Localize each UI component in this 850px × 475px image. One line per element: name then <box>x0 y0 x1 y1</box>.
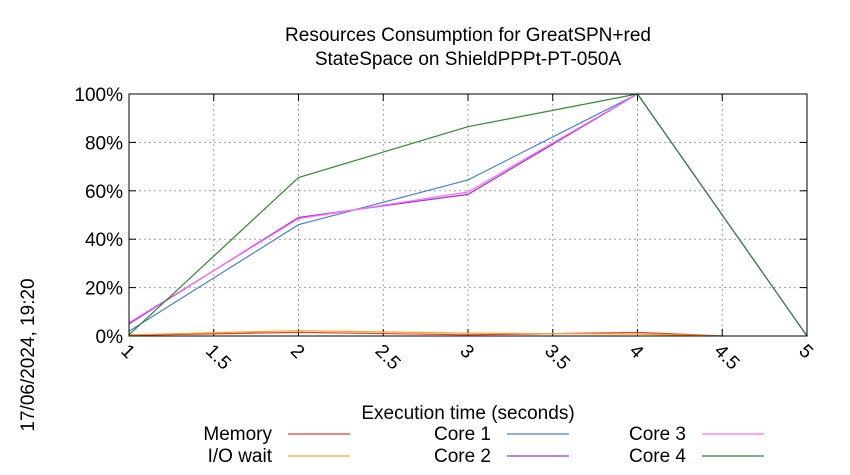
y-tick-label: 20% <box>85 279 123 300</box>
series-line-i-o-wait <box>128 330 723 337</box>
plot-frame <box>128 93 808 337</box>
timestamp-label: 17/06/2024, 19:20 <box>18 278 39 431</box>
x-tick-label: 2.5 <box>371 341 405 375</box>
chart-title-line-2: StateSpace on ShieldPPPt-PT-050A <box>315 49 622 70</box>
legend-label: Core 2 <box>434 446 491 467</box>
y-tick-label: 100% <box>74 85 123 106</box>
x-tick-label: 4 <box>625 341 648 364</box>
x-tick-label: 4.5 <box>710 341 744 375</box>
y-tick-label: 80% <box>85 133 123 154</box>
legend-label: Memory <box>203 424 272 445</box>
series-line-core-4 <box>128 93 808 337</box>
x-tick-label: 3.5 <box>540 341 574 375</box>
y-tick-label: 60% <box>85 182 123 203</box>
x-tick-label: 2 <box>286 341 308 363</box>
legend-label: Core 1 <box>434 424 491 445</box>
y-tick-label: 0% <box>96 327 124 348</box>
y-tick-label: 40% <box>85 230 123 251</box>
x-tick-label: 5 <box>794 341 816 363</box>
legend-label: Core 4 <box>629 446 686 467</box>
legend-label: Core 3 <box>629 424 686 445</box>
legend-label: I/O wait <box>208 446 273 467</box>
series-lines <box>128 93 808 337</box>
x-axis-label: Execution time (seconds) <box>361 403 574 424</box>
series-line-memory <box>128 331 723 337</box>
y-tick-labels: 0% 20% 40% 60% 80% 100% <box>74 85 123 348</box>
x-tick-label: 1.5 <box>201 341 235 375</box>
grid-lines <box>129 94 807 336</box>
chart-title-line-1: Resources Consumption for GreatSPN+red <box>285 25 651 46</box>
x-tick-label: 3 <box>455 341 477 363</box>
x-tick-labels: 1 1.5 2 2.5 3 3.5 4 4.5 5 <box>116 341 816 375</box>
